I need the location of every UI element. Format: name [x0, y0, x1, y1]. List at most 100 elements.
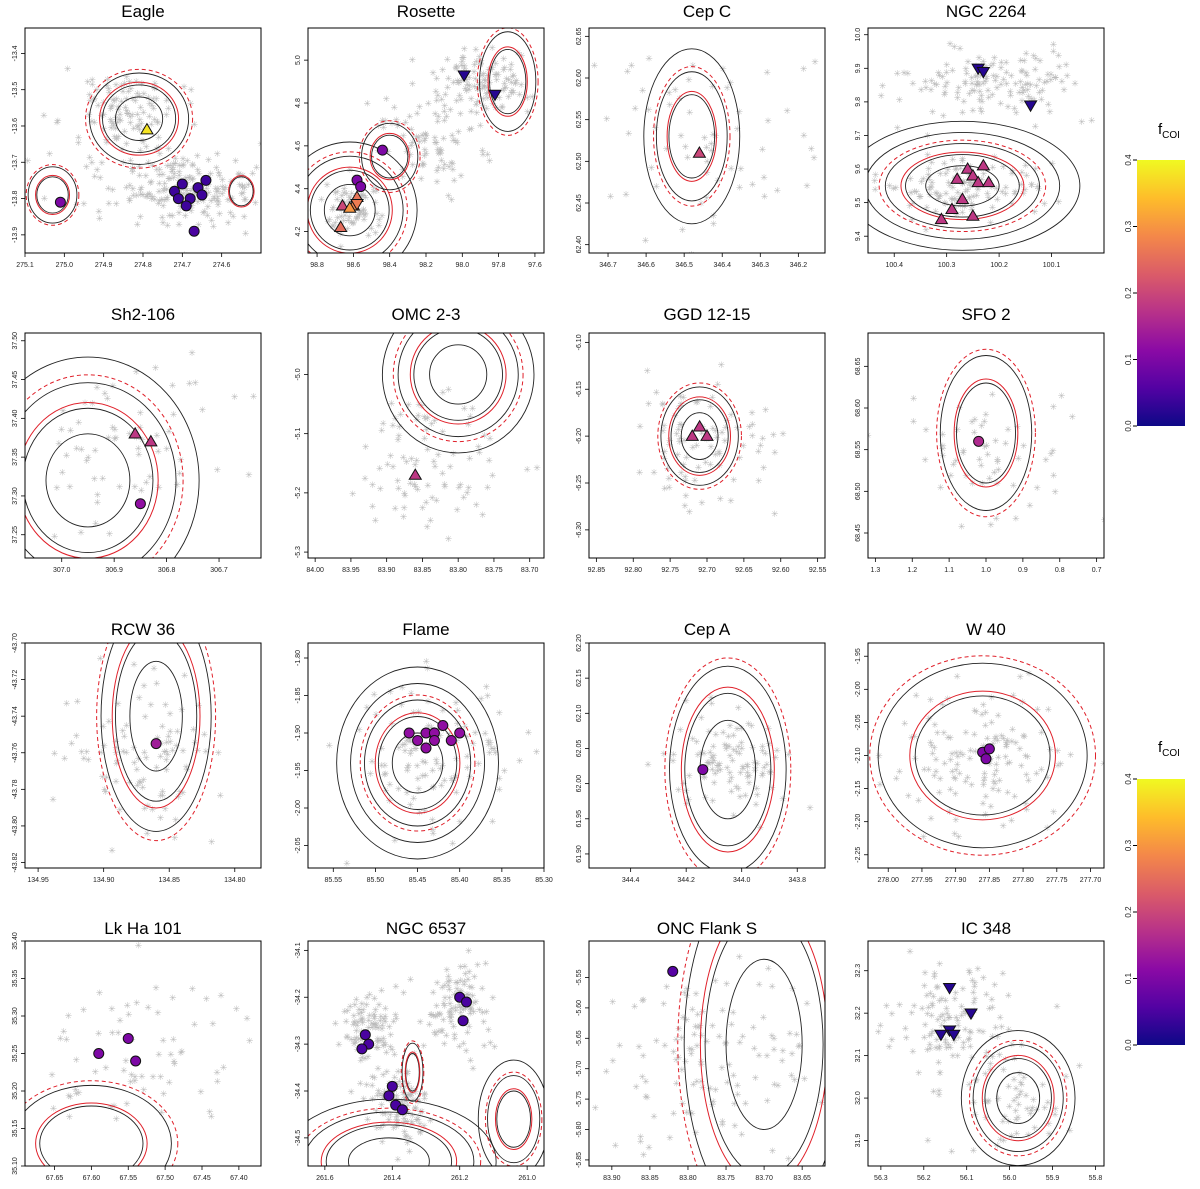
star-point: ✳: [985, 194, 993, 204]
star-point: ✳: [41, 195, 49, 205]
star-point: ✳: [122, 104, 130, 114]
star-point: ✳: [153, 145, 161, 155]
star-point: ✳: [481, 83, 489, 93]
star-point: ✳: [631, 1003, 639, 1013]
star-point: ✳: [752, 801, 760, 811]
star-point: ✳: [441, 994, 449, 1004]
star-point: ✳: [376, 464, 384, 474]
star-point: ✳: [155, 484, 163, 494]
star-point: ✳: [143, 829, 151, 839]
star-point: ✳: [404, 1101, 412, 1111]
star-point: ✳: [694, 398, 702, 408]
star-point: ✳: [471, 61, 479, 71]
star-point: ✳: [434, 117, 442, 127]
star-point: ✳: [710, 752, 718, 762]
star-point: ✳: [411, 745, 419, 755]
y-tick-label: -5.60: [576, 1000, 583, 1016]
star-point: ✳: [83, 163, 91, 173]
contour-line: [350, 683, 486, 843]
star-point: ✳: [108, 1029, 116, 1039]
star-point: ✳: [1036, 57, 1044, 67]
contour-line: [429, 344, 488, 405]
x-tick-label: 67.50: [156, 1175, 174, 1182]
star-point: ✳: [930, 992, 938, 1002]
star-point: ✳: [343, 1032, 351, 1042]
star-point: ✳: [941, 82, 949, 92]
star-point: ✳: [992, 76, 1000, 86]
star-point: ✳: [186, 380, 194, 390]
star-point: ✳: [463, 991, 471, 1001]
star-point: ✳: [975, 80, 983, 90]
star-point: ✳: [164, 222, 172, 232]
star-point: ✳: [764, 117, 772, 127]
star-point: ✳: [682, 492, 690, 502]
contour-highlight: [25, 374, 184, 558]
star-point: ✳: [166, 211, 174, 221]
star-point: ✳: [939, 73, 947, 83]
contour-line: [229, 176, 254, 207]
star-point: ✳: [960, 1039, 968, 1049]
star-point: ✳: [957, 164, 965, 174]
star-point: ✳: [439, 66, 447, 76]
x-tick-label: 346.4: [713, 262, 731, 269]
star-point: ✳: [989, 390, 997, 400]
star-point: ✳: [88, 81, 96, 91]
star-point: ✳: [177, 203, 185, 213]
star-point: ✳: [433, 139, 441, 149]
panel-title: NGC 6537: [386, 919, 466, 938]
star-point: ✳: [153, 95, 161, 105]
marker-circle: [403, 727, 415, 739]
star-point: ✳: [978, 97, 986, 107]
x-tick-label: 85.35: [493, 877, 511, 884]
star-point: ✳: [143, 143, 151, 153]
star-point: ✳: [876, 781, 884, 791]
star-point: ✳: [74, 697, 82, 707]
star-point: ✳: [967, 1042, 975, 1052]
star-point: ✳: [759, 742, 767, 752]
star-point: ✳: [677, 132, 685, 142]
marker-circle: [355, 181, 367, 193]
y-tick-label: 5.0: [295, 55, 302, 65]
star-point: ✳: [1044, 71, 1052, 81]
star-point: ✳: [167, 161, 175, 171]
star-point: ✳: [715, 448, 723, 458]
x-tick-label: 83.85: [414, 567, 432, 574]
star-point: ✳: [415, 400, 423, 410]
star-point: ✳: [451, 1031, 459, 1041]
x-tick-label: 0.9: [1018, 567, 1028, 574]
star-point: ✳: [414, 1116, 422, 1126]
star-point: ✳: [63, 452, 71, 462]
x-tick-label: 67.45: [193, 1175, 211, 1182]
star-point: ✳: [1078, 118, 1086, 128]
star-point: ✳: [374, 1065, 382, 1075]
star-point: ✳: [726, 334, 734, 344]
star-point: ✳: [379, 1092, 387, 1102]
star-point: ✳: [1051, 1110, 1059, 1120]
star-point: ✳: [358, 1009, 366, 1019]
star-point: ✳: [137, 103, 145, 113]
star-point: ✳: [945, 179, 953, 189]
plot-frame: [24, 642, 262, 869]
star-point: ✳: [929, 749, 937, 759]
star-point: ✳: [402, 1117, 410, 1127]
star-point: ✳: [937, 484, 945, 494]
star-point: ✳: [508, 79, 516, 89]
star-point: ✳: [365, 1016, 373, 1026]
star-point: ✳: [748, 409, 756, 419]
star-point: ✳: [1034, 182, 1042, 192]
star-point: ✳: [241, 263, 249, 273]
y-tick-label: -6.30: [576, 522, 583, 538]
contour-line: [27, 166, 78, 224]
star-point: ✳: [152, 364, 160, 374]
y-tick-label: 62.15: [576, 669, 583, 687]
star-point: ✳: [992, 733, 1000, 743]
star-point: ✳: [395, 432, 403, 442]
star-point: ✳: [380, 1039, 388, 1049]
star-point: ✳: [159, 219, 167, 229]
contour-line: [364, 699, 472, 827]
star-point: ✳: [1033, 484, 1041, 494]
star-point: ✳: [930, 772, 938, 782]
star-point: ✳: [472, 100, 480, 110]
star-point: ✳: [86, 154, 94, 164]
star-point: ✳: [702, 458, 710, 468]
